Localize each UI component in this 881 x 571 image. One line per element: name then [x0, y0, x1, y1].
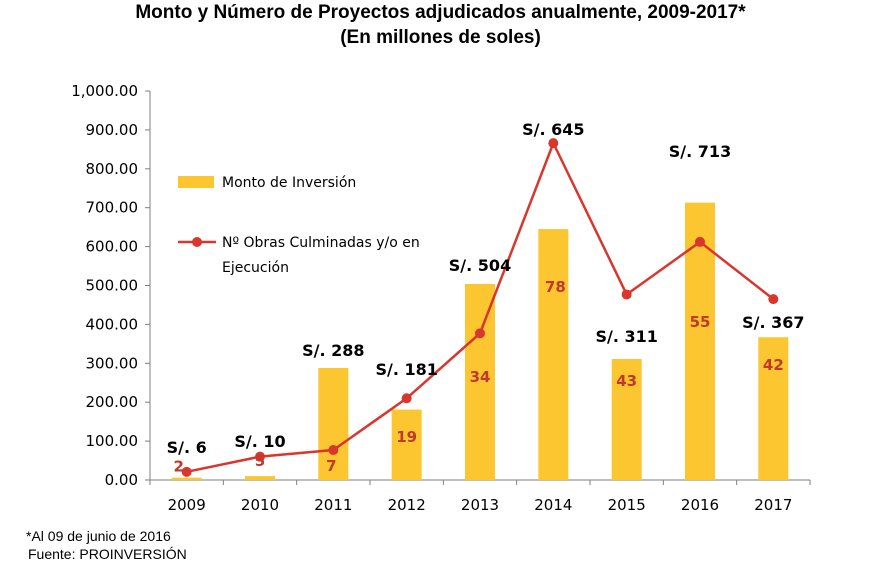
amount-data-label: S/. 181 [375, 360, 437, 379]
bar [245, 476, 275, 480]
x-tick-label: 2011 [314, 496, 352, 514]
x-tick-label: 2009 [168, 496, 206, 514]
bar [538, 229, 569, 480]
amount-data-label: S/. 504 [449, 256, 511, 275]
line-point [328, 445, 339, 456]
bar [758, 337, 789, 480]
legend-line-label: Nº Obras Culminadas y/o en [222, 235, 420, 251]
footnote: *Al 09 de junio de 2016 [26, 528, 171, 544]
line-point [255, 451, 265, 462]
line-point [621, 289, 632, 300]
line-point [695, 236, 705, 247]
y-tick-label: 0.00 [105, 471, 138, 489]
count-data-label: 2 [173, 458, 183, 476]
amount-data-label: S/. 311 [595, 327, 657, 346]
chart-subtitle: (En millones de soles) [340, 27, 541, 48]
y-tick-label: 400.00 [86, 315, 139, 333]
x-tick-label: 2010 [241, 496, 279, 514]
x-tick-label: 2012 [388, 496, 426, 514]
count-data-label: 5 [255, 452, 265, 470]
legend-bar-label: Monto de Inversión [222, 175, 356, 191]
bar [171, 477, 202, 480]
line-point [181, 466, 192, 477]
y-tick-label: 100.00 [86, 432, 139, 450]
bar [391, 409, 422, 480]
y-tick-label: 300.00 [86, 354, 139, 372]
line-point [401, 393, 412, 404]
x-tick-label: 2015 [608, 496, 646, 514]
y-tick-label: 800.00 [86, 160, 139, 178]
count-data-label: 43 [616, 372, 637, 390]
bar [318, 367, 349, 480]
line-point [768, 294, 779, 305]
count-data-label: 55 [690, 313, 711, 331]
amount-data-label: S/. 645 [522, 120, 584, 139]
chart-title: Monto y Número de Proyectos adjudicados … [135, 2, 746, 23]
legend-line-label-cont: Ejecución [222, 260, 289, 276]
y-tick-label: 900.00 [86, 121, 139, 139]
y-tick-label: 1,000.00 [71, 82, 138, 100]
count-data-label: 19 [396, 428, 417, 446]
count-data-label: 7 [326, 457, 336, 475]
amount-data-label: S/. 6 [167, 438, 207, 457]
line-point [475, 328, 485, 339]
x-tick-label: 2016 [681, 496, 719, 514]
count-data-label: 42 [763, 356, 784, 374]
bar [465, 283, 495, 480]
y-tick-label: 200.00 [86, 393, 139, 411]
amount-data-label: S/. 713 [669, 142, 731, 161]
count-data-label: 34 [470, 368, 491, 386]
amount-data-label: S/. 288 [302, 341, 364, 360]
x-tick-label: 2017 [754, 496, 792, 514]
y-tick-label: 600.00 [86, 238, 139, 256]
y-tick-label: 700.00 [86, 199, 139, 217]
x-tick-label: 2014 [534, 496, 572, 514]
legend-line-marker [192, 237, 202, 247]
amount-data-label: S/. 367 [742, 313, 804, 332]
bar [611, 359, 642, 480]
amount-data-label: S/. 10 [234, 432, 285, 451]
x-tick-label: 2013 [461, 496, 499, 514]
count-data-label: 78 [545, 278, 566, 296]
source-note: Fuente: PROINVERSIÓN [28, 546, 187, 562]
line-point [548, 138, 559, 149]
y-tick-label: 500.00 [86, 277, 139, 295]
legend-bar-swatch [178, 176, 214, 188]
